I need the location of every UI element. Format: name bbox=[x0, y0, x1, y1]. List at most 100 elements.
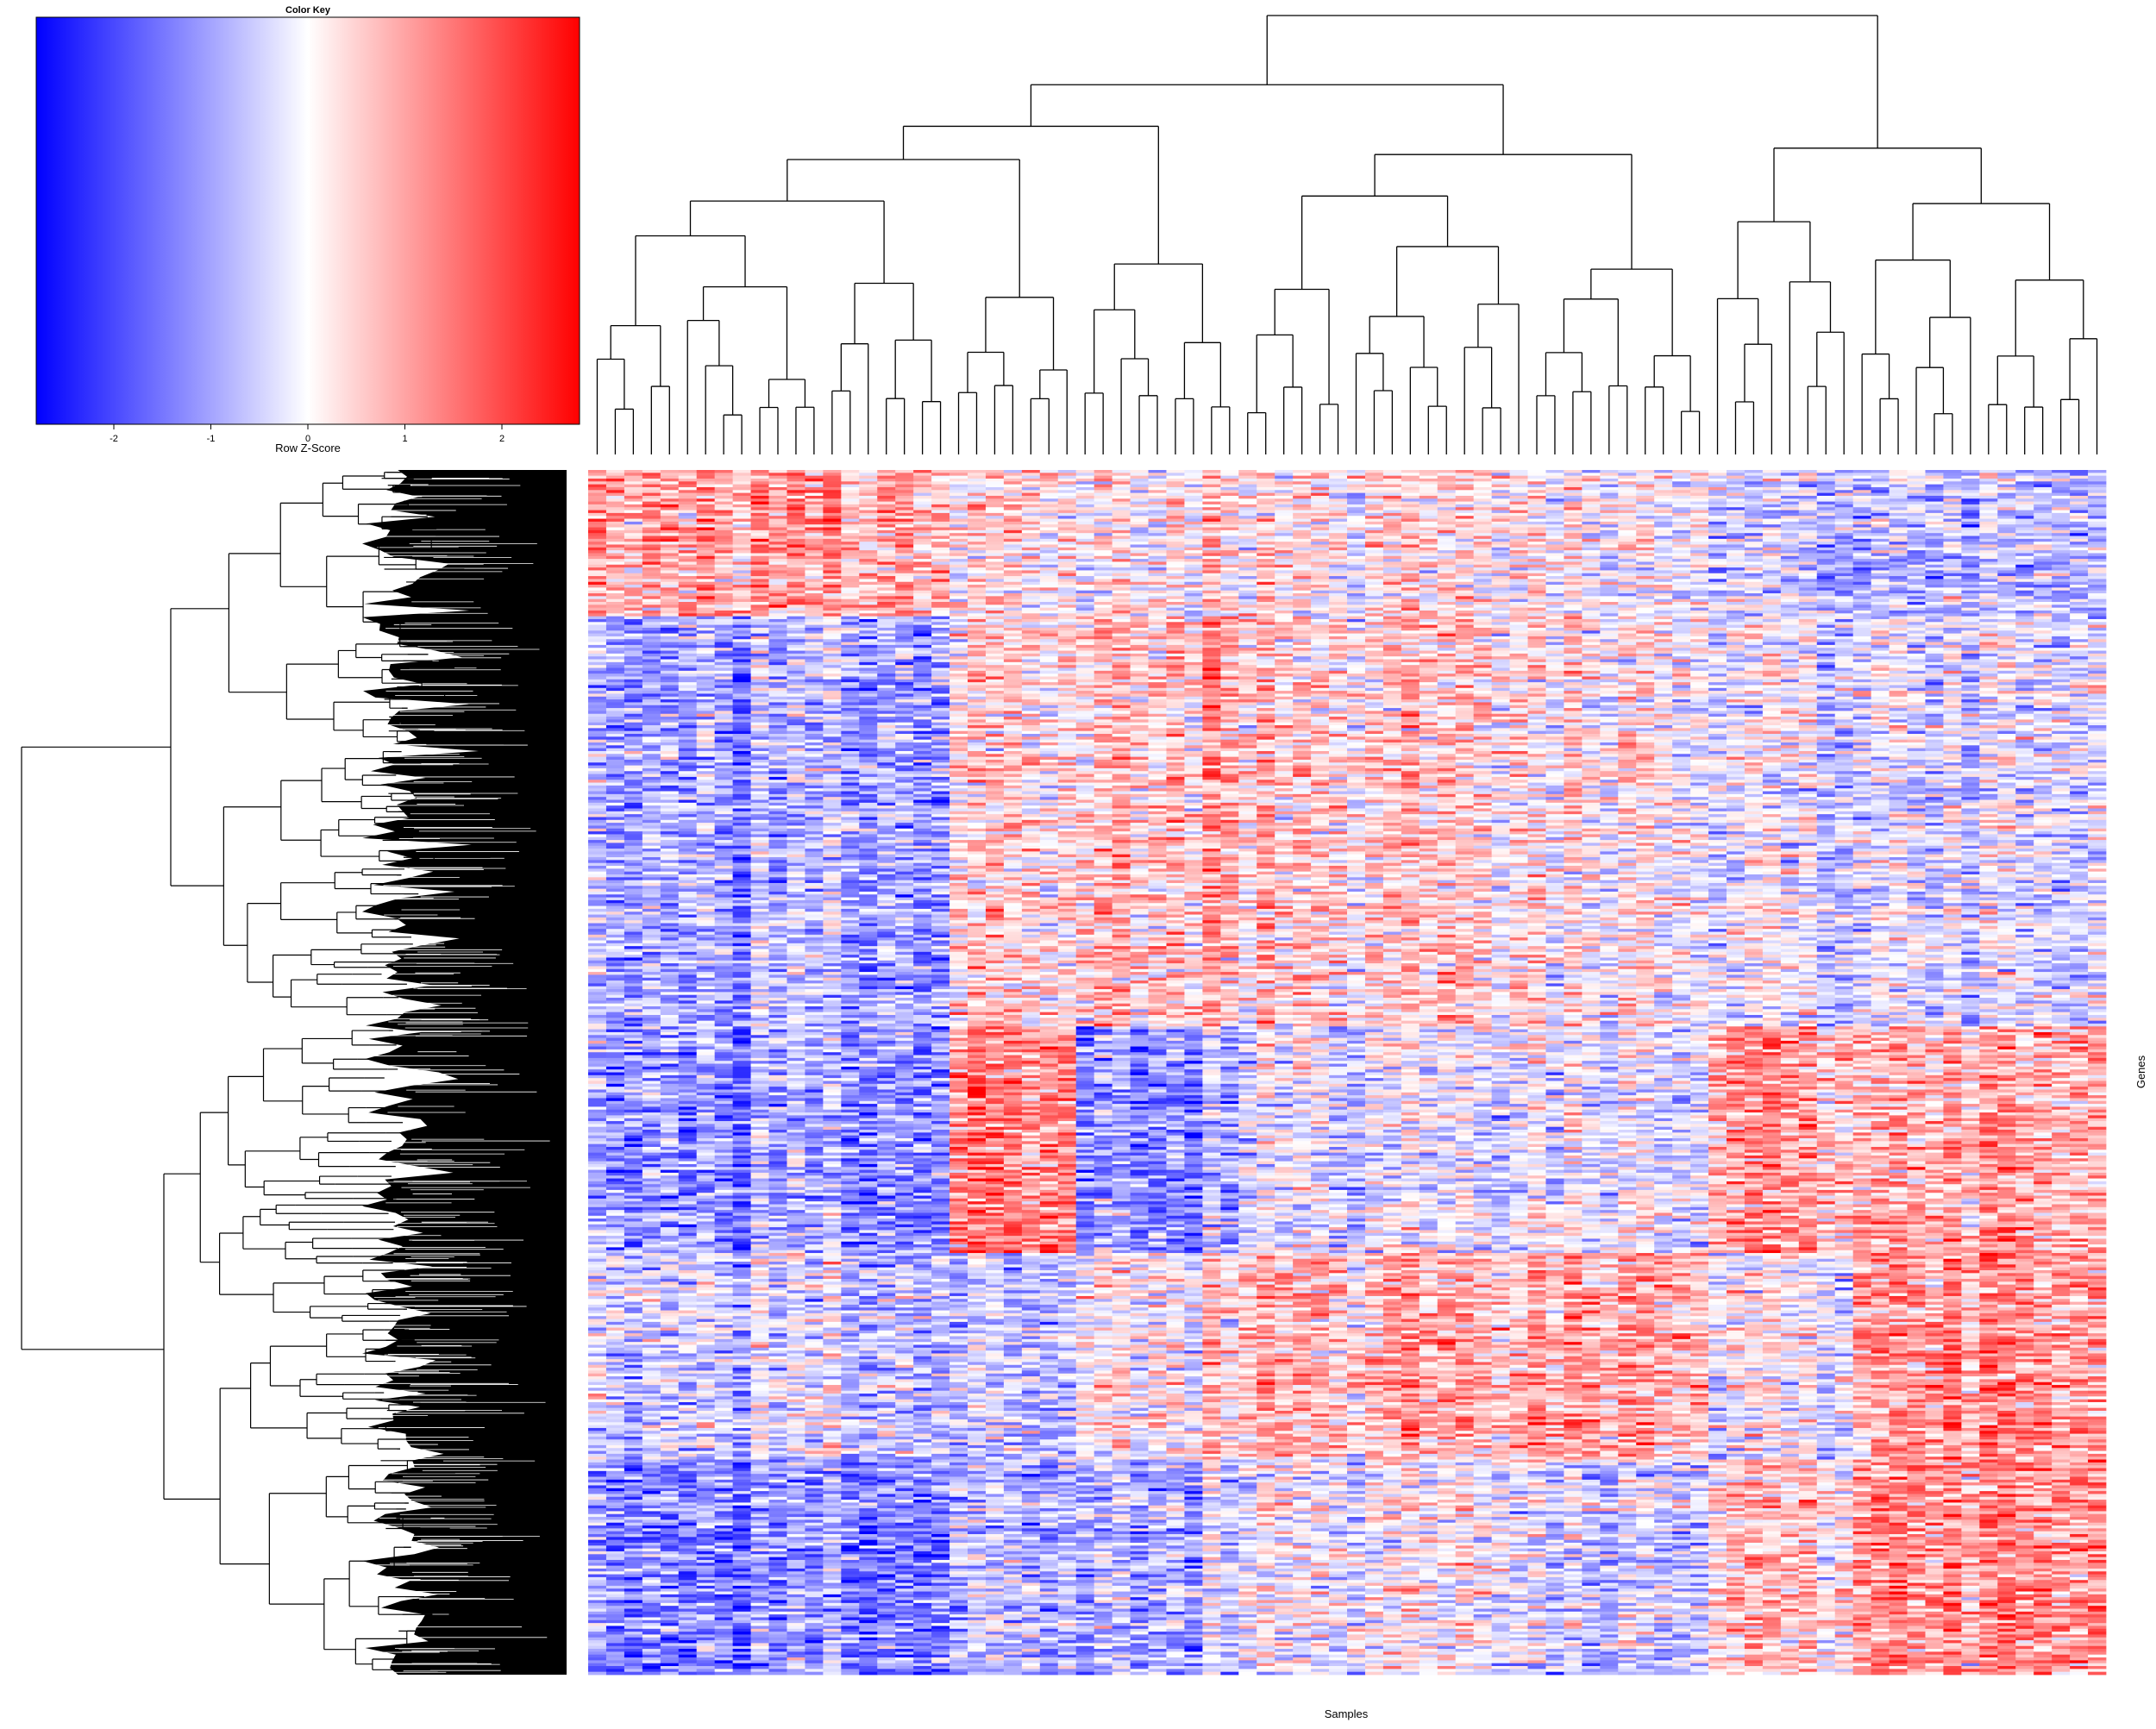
heatmap-cell bbox=[2015, 502, 2034, 505]
heatmap-cell bbox=[1853, 539, 1871, 542]
heatmap-cell bbox=[1058, 504, 1076, 508]
heatmap-cell bbox=[1943, 507, 1961, 511]
heatmap-cell bbox=[1979, 519, 1997, 523]
heatmap-cell bbox=[1112, 593, 1131, 597]
heatmap-cell bbox=[1238, 476, 1257, 479]
heatmap-cell bbox=[877, 544, 895, 548]
heatmap-cell bbox=[733, 576, 751, 579]
heatmap-cell bbox=[1311, 576, 1329, 579]
heatmap-cell bbox=[751, 565, 769, 568]
heatmap-cell bbox=[895, 539, 913, 542]
heatmap-cell bbox=[823, 542, 841, 545]
heatmap-cell bbox=[642, 496, 661, 499]
heatmap-cell bbox=[895, 544, 913, 548]
heatmap-cell bbox=[1329, 550, 1347, 554]
heatmap-cell bbox=[1076, 476, 1094, 479]
heatmap-cell bbox=[679, 507, 697, 511]
heatmap-cell bbox=[1004, 481, 1022, 485]
heatmap-cell bbox=[1022, 567, 1040, 571]
heatmap-cell bbox=[1925, 556, 1943, 560]
heatmap-cell bbox=[1908, 544, 1926, 548]
heatmap-cell bbox=[1347, 524, 1365, 528]
heatmap-cell bbox=[1636, 576, 1654, 579]
heatmap-cell bbox=[986, 596, 1004, 599]
heatmap-cell bbox=[1817, 511, 1835, 514]
heatmap-cell bbox=[823, 579, 841, 582]
heatmap-cell bbox=[1817, 473, 1835, 476]
heatmap-cell bbox=[1890, 596, 1908, 599]
heatmap-cell bbox=[1347, 591, 1365, 594]
heatmap-cell bbox=[2088, 556, 2106, 560]
heatmap-cell bbox=[1329, 479, 1347, 482]
heatmap-cell bbox=[2070, 576, 2088, 579]
heatmap-cell bbox=[1202, 493, 1220, 497]
heatmap-cell bbox=[1347, 550, 1365, 554]
heatmap-cell bbox=[1347, 522, 1365, 525]
heatmap-cell bbox=[968, 533, 986, 536]
heatmap-cell bbox=[661, 533, 679, 536]
heatmap-cell bbox=[1022, 498, 1040, 502]
heatmap-cell bbox=[1564, 507, 1582, 511]
heatmap-cell bbox=[1438, 507, 1456, 511]
heatmap-cell bbox=[1835, 496, 1853, 499]
heatmap-cell bbox=[1329, 587, 1347, 591]
heatmap-cell bbox=[950, 528, 968, 531]
heatmap-cell bbox=[1492, 548, 1510, 551]
heatmap-cell bbox=[1094, 513, 1112, 517]
heatmap-cell bbox=[1961, 530, 1979, 534]
heatmap-cell bbox=[1835, 470, 1853, 473]
heatmap-cell bbox=[1799, 593, 1817, 597]
heatmap-cell bbox=[1871, 599, 1890, 603]
heatmap-cell bbox=[1979, 513, 1997, 517]
heatmap-cell bbox=[950, 548, 968, 551]
heatmap-cell bbox=[1528, 524, 1546, 528]
heatmap-cell bbox=[1257, 502, 1275, 505]
heatmap-cell bbox=[1925, 536, 1943, 540]
heatmap-cell bbox=[841, 487, 859, 491]
heatmap-cell bbox=[859, 576, 877, 579]
heatmap-cell bbox=[859, 498, 877, 502]
heatmap-cell bbox=[1383, 553, 1401, 556]
heatmap-cell bbox=[1293, 544, 1311, 548]
heatmap-cell bbox=[1997, 487, 2015, 491]
heatmap-cell bbox=[2015, 550, 2034, 554]
heatmap-cell bbox=[715, 536, 733, 540]
heatmap-cell bbox=[624, 556, 642, 560]
heatmap-cell bbox=[1943, 591, 1961, 594]
heatmap-cell bbox=[950, 561, 968, 565]
heatmap-cell bbox=[1510, 493, 1528, 497]
heatmap-cell bbox=[1545, 504, 1564, 508]
heatmap-cell bbox=[1166, 561, 1184, 565]
heatmap-cell bbox=[986, 591, 1004, 594]
heatmap-cell bbox=[950, 476, 968, 479]
heatmap-cell bbox=[661, 602, 679, 605]
heatmap-cell bbox=[1961, 533, 1979, 536]
heatmap-cell bbox=[1961, 550, 1979, 554]
heatmap-cell bbox=[1058, 493, 1076, 497]
heatmap-cell bbox=[1022, 493, 1040, 497]
heatmap-cell bbox=[1961, 544, 1979, 548]
heatmap-cell bbox=[1654, 524, 1672, 528]
heatmap-cell bbox=[1040, 539, 1058, 542]
heatmap-cell bbox=[1600, 593, 1618, 597]
heatmap-cell bbox=[751, 496, 769, 499]
heatmap-cell bbox=[1238, 516, 1257, 519]
heatmap-cell bbox=[859, 536, 877, 540]
heatmap-cell bbox=[1545, 522, 1564, 525]
heatmap-cell bbox=[968, 593, 986, 597]
heatmap-cell bbox=[968, 507, 986, 511]
heatmap-cell bbox=[1401, 542, 1420, 545]
heatmap-cell bbox=[1456, 490, 1474, 493]
heatmap-cell bbox=[1654, 493, 1672, 497]
heatmap-cell bbox=[1745, 576, 1763, 579]
heatmap-cell bbox=[1058, 576, 1076, 579]
heatmap-cell bbox=[1076, 599, 1094, 603]
heatmap-cell bbox=[1094, 519, 1112, 523]
heatmap-cell bbox=[1943, 593, 1961, 597]
heatmap-cell bbox=[1618, 487, 1636, 491]
heatmap-cell bbox=[1961, 593, 1979, 597]
heatmap-cell bbox=[1908, 533, 1926, 536]
heatmap-cell bbox=[2015, 496, 2034, 499]
heatmap-cell bbox=[805, 498, 823, 502]
heatmap-cell bbox=[733, 528, 751, 531]
